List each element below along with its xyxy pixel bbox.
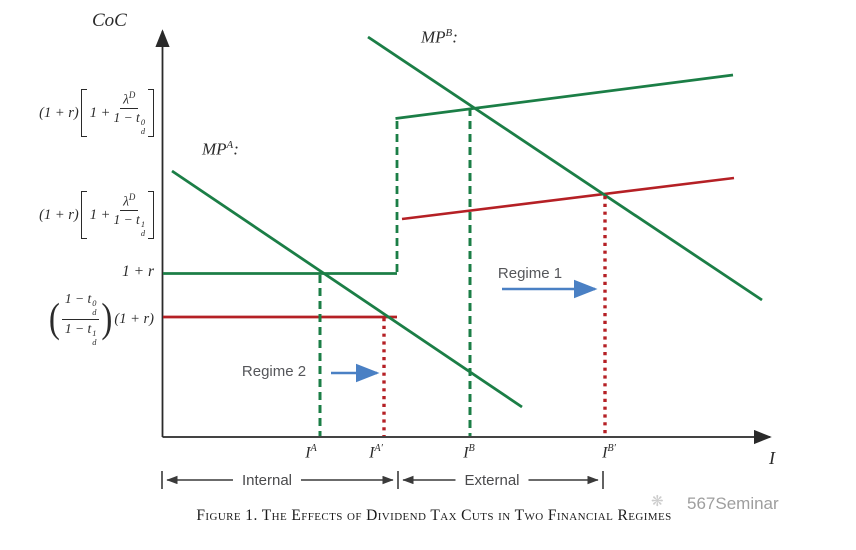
formula-top-lead: 1 + bbox=[89, 104, 111, 121]
formula-mid-lead: 1 + bbox=[89, 206, 111, 223]
left-bracket bbox=[80, 89, 87, 137]
formula-top-den-sup: 0 bbox=[140, 118, 145, 128]
formula-mid-den-sup: 1 bbox=[140, 220, 145, 230]
i-b-sup: B bbox=[468, 443, 475, 454]
green-external-cost-line bbox=[395, 73, 734, 120]
formula-ratio-num: 1 − t bbox=[64, 290, 92, 306]
mp-a-colon: : bbox=[233, 139, 239, 159]
mp-a-base: MP bbox=[202, 139, 227, 159]
formula-ratio-num-sup: 0 bbox=[92, 299, 97, 309]
watermark-text: 567Seminar bbox=[687, 494, 779, 513]
formula-top-den: 1 − t bbox=[113, 109, 140, 125]
open-paren: ( bbox=[48, 295, 60, 341]
i-a-prime-sup: A′ bbox=[374, 443, 383, 454]
mp-a-sup: A bbox=[226, 139, 234, 151]
i-b-prime-sup: B′ bbox=[607, 443, 616, 454]
x-tick-i-b-prime: IB′ bbox=[602, 443, 616, 462]
mp-b-line bbox=[367, 35, 763, 302]
red-external-cost-line bbox=[401, 176, 735, 221]
y-axis-title: CoC bbox=[92, 10, 127, 31]
x-tick-i-a: IA bbox=[305, 443, 317, 462]
formula-ratio-suffix: (1 + r) bbox=[114, 310, 154, 327]
formula-mid-num-sup: D bbox=[128, 191, 136, 202]
mp-a-line bbox=[171, 169, 523, 409]
regime1-label: Regime 1 bbox=[497, 265, 563, 282]
internal-range-label: Internal bbox=[232, 471, 302, 490]
formula-ratio-num-sub: d bbox=[92, 307, 97, 317]
formula-top-den-sub: d bbox=[140, 126, 145, 136]
formula-mid-den: 1 − t bbox=[113, 211, 140, 227]
mp-b-base: MP bbox=[421, 27, 446, 47]
formula-ratio-den: 1 − t bbox=[64, 320, 92, 336]
formula-top-num: λ bbox=[123, 91, 129, 107]
figure-caption: Figure 1. The Effects of Dividend Tax Cu… bbox=[196, 507, 672, 524]
regime2-label: Regime 2 bbox=[241, 363, 307, 380]
mp-b-colon: : bbox=[452, 27, 458, 47]
left-bracket bbox=[80, 191, 87, 239]
i-a-sup: A bbox=[310, 443, 317, 454]
formula-ratio-den-sup: 1 bbox=[92, 329, 97, 339]
i-a-base: I bbox=[305, 444, 311, 462]
i-b-prime-base: I bbox=[602, 444, 608, 462]
mp-b-sup: B bbox=[445, 27, 453, 39]
i-a-prime-base: I bbox=[369, 444, 375, 462]
formula-top-num-sup: D bbox=[128, 89, 136, 100]
right-bracket bbox=[148, 89, 154, 137]
formula-mid-num: λ bbox=[123, 193, 129, 209]
right-bracket bbox=[148, 191, 154, 239]
x-tick-i-a-prime: IA′ bbox=[369, 443, 383, 462]
y-label-one-plus-r: 1 + r bbox=[122, 263, 154, 280]
watermark-icon: ❋ bbox=[651, 494, 664, 510]
mp-b-label: MPB: bbox=[421, 27, 458, 48]
mp-a-label: MPA: bbox=[202, 139, 239, 160]
x-axis-title: I bbox=[769, 448, 775, 468]
i-b-base: I bbox=[463, 444, 469, 462]
formula-mid-den-sub: d bbox=[140, 228, 145, 238]
external-range-label: External bbox=[455, 471, 529, 490]
formula-top-prefix: (1 + r) bbox=[39, 104, 79, 121]
x-tick-i-b: IB bbox=[463, 443, 475, 462]
formula-mid-prefix: (1 + r) bbox=[39, 206, 79, 223]
formula-ratio-den-sub: d bbox=[92, 337, 97, 347]
close-paren: ) bbox=[101, 295, 113, 341]
